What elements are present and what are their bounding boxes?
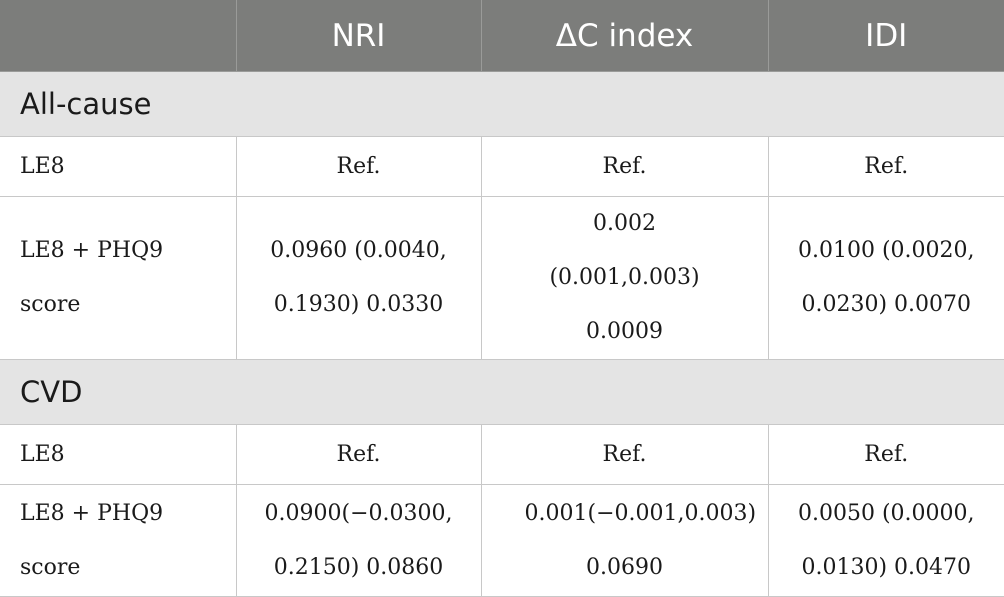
- header-nri: NRI: [235, 0, 482, 72]
- row-label: LE8 + PHQ9 score: [20, 500, 164, 580]
- table-row: LE8 + PHQ9 score 0.0960 (0.0040, 0.1930)…: [0, 196, 1004, 360]
- delta-c-cell: Ref.: [480, 136, 769, 197]
- nri-cell: 0.0960 (0.0040, 0.1930) 0.0330: [270, 238, 447, 317]
- group-row-cvd: CVD: [0, 359, 1004, 425]
- header-blank-cell: [0, 0, 237, 72]
- group-row-all-cause: All-cause: [0, 71, 1004, 137]
- nri-cell: 0.0900(−0.0300, 0.2150) 0.0860: [264, 500, 453, 580]
- delta-c-cell: Ref.: [480, 424, 769, 485]
- row-label: LE8: [0, 136, 237, 197]
- row-label: LE8 + PHQ9 score: [20, 238, 164, 317]
- row-label: LE8: [0, 424, 237, 485]
- header-delta-c-index: ΔC index: [480, 0, 769, 72]
- header-idi: IDI: [767, 0, 1004, 72]
- idi-cell: 0.0100 (0.0020, 0.0230) 0.0070: [797, 238, 975, 317]
- table-row: LE8 Ref. Ref. Ref.: [0, 136, 1004, 197]
- idi-cell: 0.0050 (0.0000, 0.0130) 0.0470: [797, 500, 975, 580]
- idi-cell: Ref.: [767, 424, 1004, 485]
- delta-c-cell: 0.001(−0.001,0.003) 0.0690: [524, 500, 757, 580]
- group-label: All-cause: [0, 71, 1004, 137]
- group-label: CVD: [0, 359, 1004, 425]
- delta-c-cell: 0.002 (0.001,0.003) 0.0009: [549, 211, 700, 344]
- table-row: LE8 + PHQ9 score 0.0900(−0.0300, 0.2150)…: [0, 484, 1004, 597]
- nri-cell: Ref.: [235, 424, 482, 485]
- header-row: NRI ΔC index IDI: [0, 0, 1004, 72]
- idi-cell: Ref.: [767, 136, 1004, 197]
- nri-cell: Ref.: [235, 136, 482, 197]
- table-row: LE8 Ref. Ref. Ref.: [0, 424, 1004, 485]
